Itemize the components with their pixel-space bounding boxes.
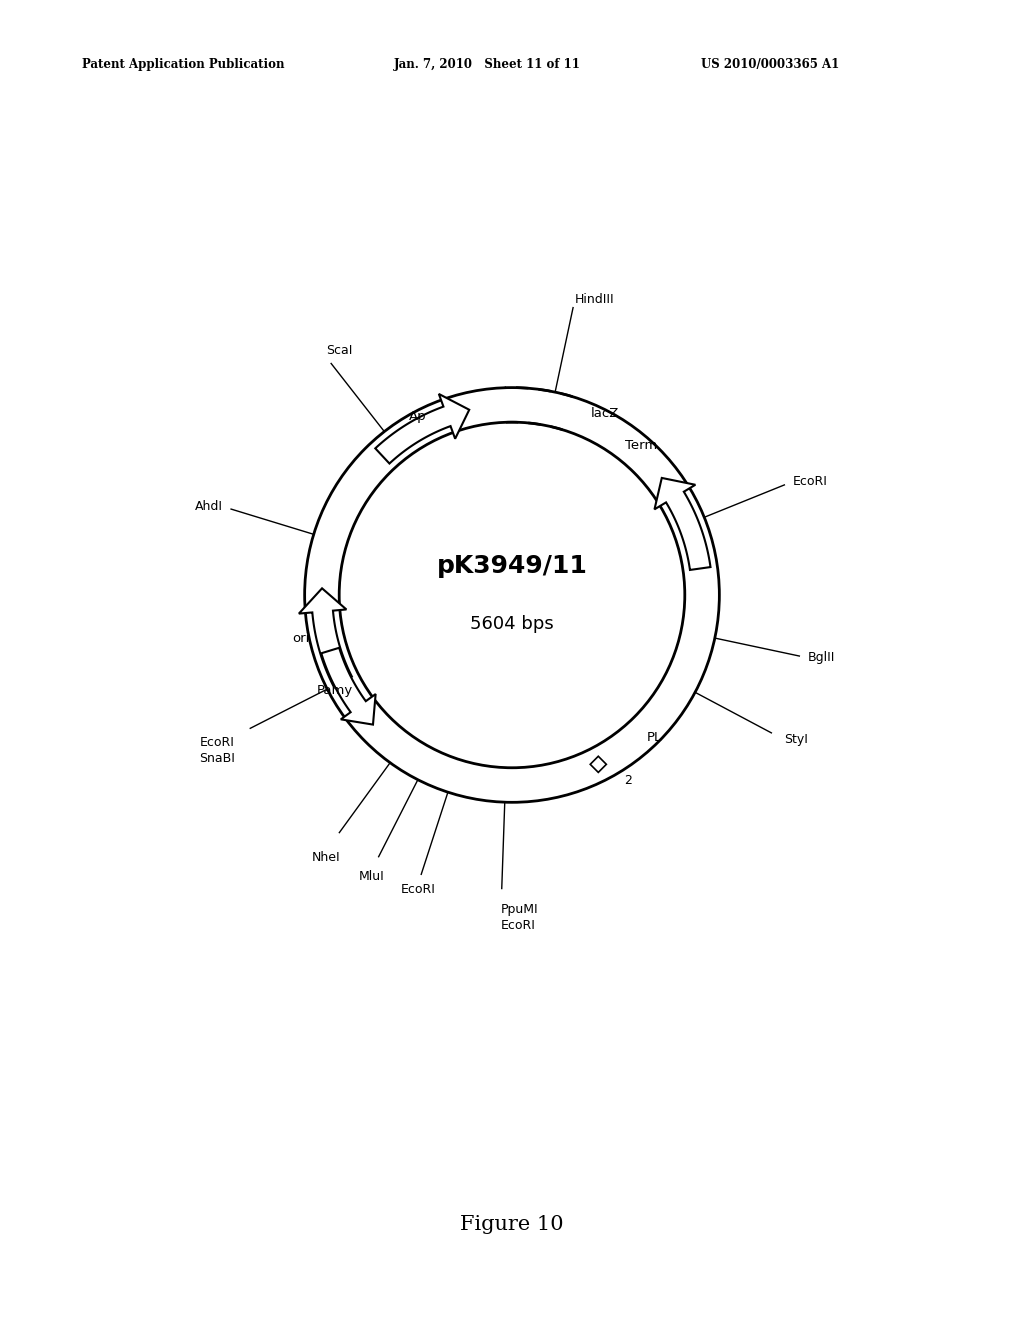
Polygon shape: [654, 478, 711, 570]
Text: Pamy: Pamy: [316, 684, 353, 697]
Text: Ap: Ap: [409, 411, 426, 424]
Text: ScaI: ScaI: [326, 343, 352, 356]
Text: Figure 10: Figure 10: [460, 1216, 564, 1234]
Text: NheI: NheI: [311, 851, 340, 865]
Text: Jan. 7, 2010   Sheet 11 of 11: Jan. 7, 2010 Sheet 11 of 11: [394, 58, 581, 71]
Text: US 2010/0003365 A1: US 2010/0003365 A1: [701, 58, 840, 71]
Polygon shape: [375, 393, 469, 463]
Text: Patent Application Publication: Patent Application Publication: [82, 58, 285, 71]
Text: EcoRI: EcoRI: [793, 475, 827, 488]
Text: EcoRI
SnaBI: EcoRI SnaBI: [199, 737, 234, 766]
Text: HindIII: HindIII: [574, 293, 614, 306]
Text: 2: 2: [624, 774, 632, 787]
Text: PL: PL: [647, 731, 663, 744]
Text: PpuMI
EcoRI: PpuMI EcoRI: [501, 903, 539, 932]
Text: Term: Term: [625, 438, 657, 451]
Text: EcoRI: EcoRI: [401, 883, 436, 895]
Polygon shape: [590, 756, 606, 772]
Text: BglII: BglII: [808, 651, 836, 664]
Polygon shape: [322, 648, 376, 725]
Text: MluI: MluI: [359, 870, 385, 883]
Polygon shape: [299, 589, 352, 686]
Text: ori: ori: [292, 631, 309, 644]
Text: AhdI: AhdI: [195, 500, 223, 513]
Text: 5604 bps: 5604 bps: [470, 615, 554, 632]
Text: lacZ: lacZ: [591, 407, 620, 420]
Text: pK3949/11: pK3949/11: [436, 554, 588, 578]
Text: StyI: StyI: [784, 733, 808, 746]
